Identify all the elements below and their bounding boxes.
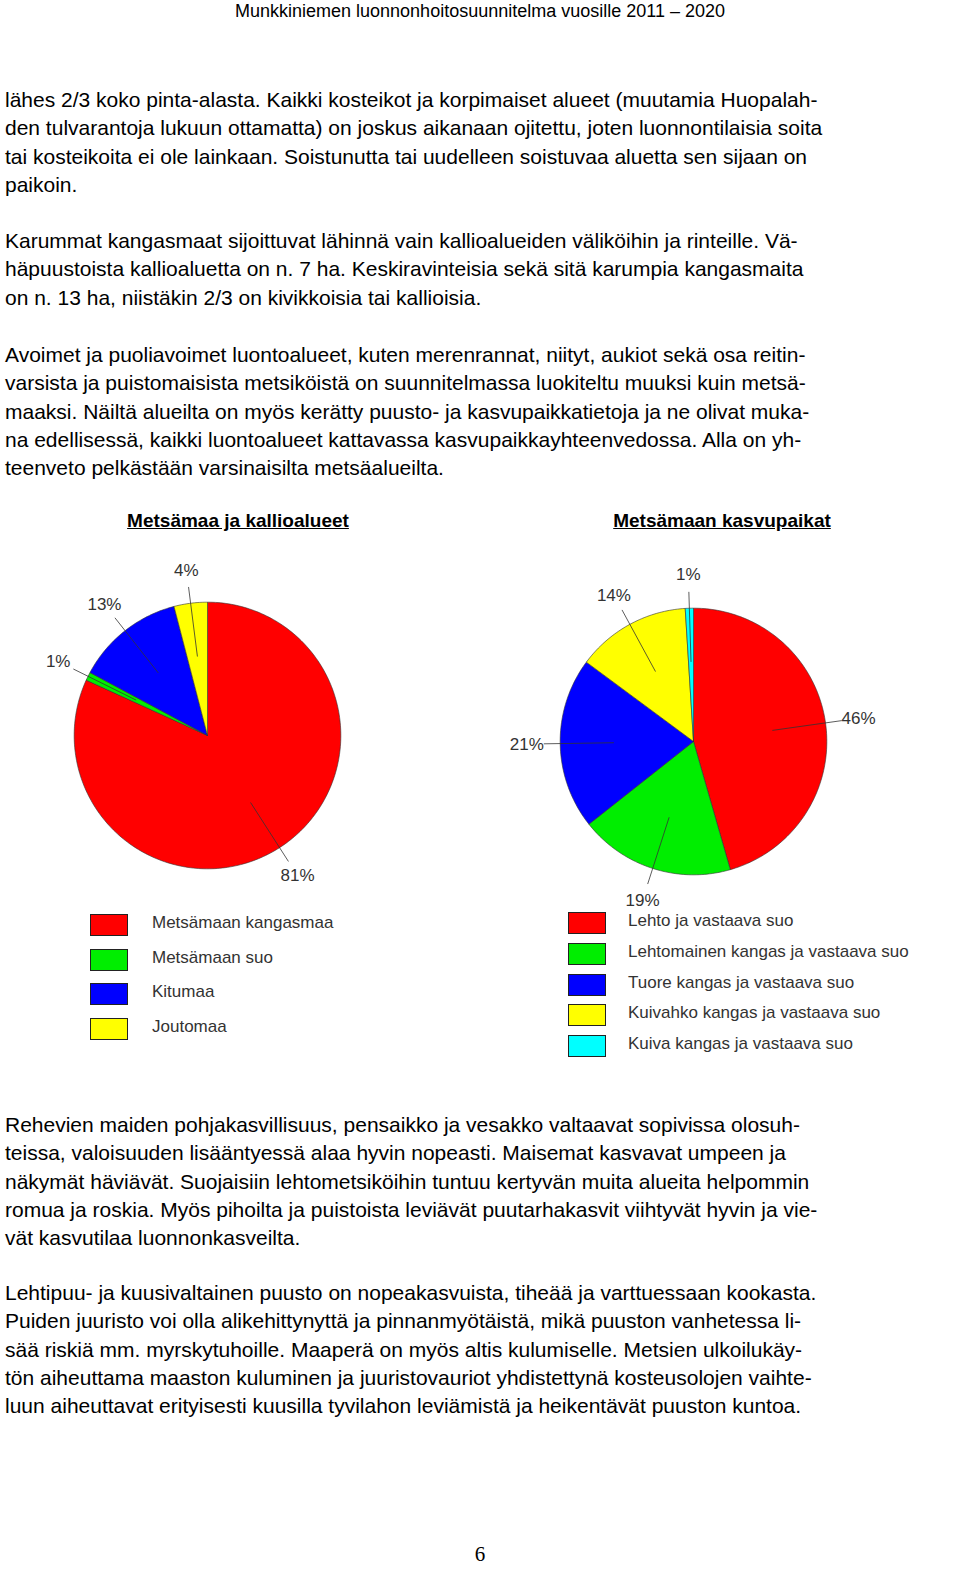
html-text:teenveto pelkästään varsinaisi: teenveto pelkästään varsinaisilta metsäa… bbox=[5, 456, 444, 480]
html-text:häpuustoista kallioaluetta on: häpuustoista kallioaluetta on n. 7 ha. K… bbox=[5, 257, 804, 281]
svg-text:1%: 1% bbox=[46, 652, 71, 671]
svg-text:14%: 14% bbox=[597, 585, 631, 604]
html-text:Rehevien maiden pohjakasvillis: Rehevien maiden pohjakasvillisuus, pensa… bbox=[5, 1113, 800, 1136]
svg-text:4%: 4% bbox=[174, 561, 199, 580]
html-text:Munkkiniemen luonnonhoitosuunn: Munkkiniemen luonnonhoitosuunnitelma vuo… bbox=[235, 1, 725, 21]
html-text:Kuiva kangas ja vastaava suo: Kuiva kangas ja vastaava suo bbox=[628, 1034, 853, 1054]
html-text:Lehtomainen kangas ja vastaava: Lehtomainen kangas ja vastaava suo bbox=[628, 941, 909, 961]
html-text:Puiden juuristo voi olla alike: Puiden juuristo voi olla alikehittynyttä… bbox=[5, 1309, 802, 1333]
html-text:on n. 13 ha, niistäkin 2/3 on: on n. 13 ha, niistäkin 2/3 on kivikkoisi… bbox=[5, 285, 482, 309]
html-text:vät kasvutilaa luonnonkasveilt: vät kasvutilaa luonnonkasveilta. bbox=[5, 1226, 301, 1250]
svg-text:21%: 21% bbox=[510, 735, 544, 754]
html-text:varsista ja puistomaisista met: varsista ja puistomaisista metsiköistä o… bbox=[5, 371, 806, 395]
html-text:na edellisessä, kaikki luontoa: na edellisessä, kaikki luontoalueet katt… bbox=[5, 427, 802, 451]
html-text:lähes 2/3 koko pinta-alasta. K: lähes 2/3 koko pinta-alasta. Kaikki kost… bbox=[5, 88, 818, 111]
html-text:6: 6 bbox=[474, 1542, 486, 1566]
html-text:paikoin.: paikoin. bbox=[5, 172, 78, 196]
svg-text:46%: 46% bbox=[842, 709, 876, 728]
html-text:Avoimet ja puoliavoimet luonto: Avoimet ja puoliavoimet luontoalueet, ku… bbox=[5, 343, 806, 366]
html-text:Lehto ja vastaava suo: Lehto ja vastaava suo bbox=[628, 911, 794, 930]
svg-text:13%: 13% bbox=[87, 595, 121, 614]
html-text:Lehtipuu- ja kuusivaltainen pu: Lehtipuu- ja kuusivaltainen puusto on no… bbox=[5, 1281, 817, 1304]
html-text:Metsämaan kasvupaikat: Metsämaan kasvupaikat bbox=[613, 510, 831, 531]
html-text:maaksi. Näiltä alueilta on myö: maaksi. Näiltä alueilta on myös kerätty … bbox=[5, 399, 810, 423]
html-text:romua ja roskia. Myös pihoilta: romua ja roskia. Myös pihoilta ja puisto… bbox=[5, 1197, 818, 1221]
html-text:Kuivahko kangas ja vastaava su: Kuivahko kangas ja vastaava suo bbox=[628, 1003, 881, 1023]
html-text:den tulvarantoja lukuun ottama: den tulvarantoja lukuun ottamatta) on jo… bbox=[5, 116, 823, 140]
svg-text:1%: 1% bbox=[676, 565, 701, 584]
html-text:Tuore kangas ja vastaava suo: Tuore kangas ja vastaava suo bbox=[628, 972, 855, 992]
html-text:teissa, valoisuuden lisääntyes: teissa, valoisuuden lisääntyessä alaa hy… bbox=[5, 1141, 786, 1165]
html-text:Metsämaan suo: Metsämaan suo bbox=[152, 947, 273, 967]
html-text:luun aiheuttavat erityisesti k: luun aiheuttavat erityisesti kuusilla ty… bbox=[5, 1394, 802, 1418]
html-text:tai kosteikoita ei ole lainkaa: tai kosteikoita ei ole lainkaan. Soistun… bbox=[5, 144, 807, 168]
html-text:Karummat kangasmaat sijoittuva: Karummat kangasmaat sijoittuvat lähinnä … bbox=[5, 229, 798, 252]
html-text:Kitumaa: Kitumaa bbox=[152, 982, 215, 1002]
html-text:tön aiheuttama maaston kulumin: tön aiheuttama maaston kuluminen ja juur… bbox=[5, 1365, 812, 1389]
html-text:Metsämaa ja kallioalueet: Metsämaa ja kallioalueet bbox=[127, 510, 349, 531]
html-text:Metsämaan kangasmaa: Metsämaan kangasmaa bbox=[152, 913, 334, 932]
html-text:näkymät häviävät. Suojaisiin l: näkymät häviävät. Suojaisiin lehtometsik… bbox=[5, 1169, 810, 1193]
svg-text:81%: 81% bbox=[281, 866, 315, 885]
html-text:Joutomaa: Joutomaa bbox=[152, 1016, 227, 1036]
html-text:sää riskiä mm. myrskytuhoille.: sää riskiä mm. myrskytuhoille. Maaperä o… bbox=[5, 1337, 803, 1361]
svg-text:19%: 19% bbox=[625, 891, 659, 910]
